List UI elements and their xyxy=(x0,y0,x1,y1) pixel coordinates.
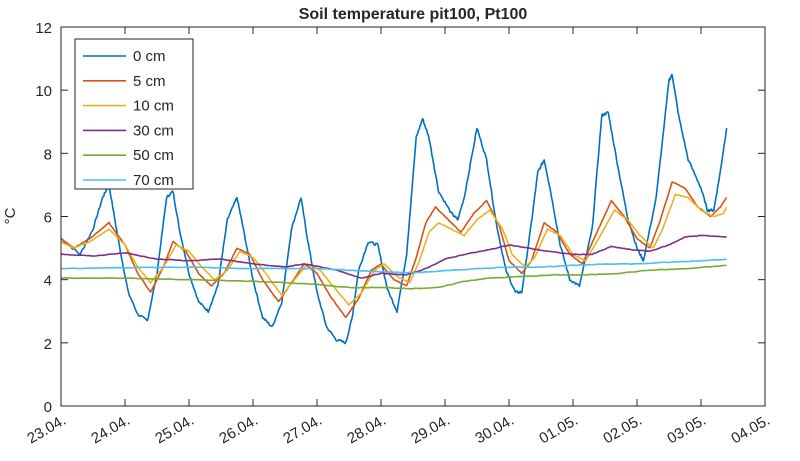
x-tick-label: 25.04. xyxy=(152,412,197,448)
y-axis: 0 2 4 6 8 10 12 xyxy=(35,20,765,416)
series-line-50-cm xyxy=(60,264,727,290)
x-tick-label: 24.04. xyxy=(88,412,133,448)
x-tick-label: 02.05. xyxy=(600,412,645,448)
chart-title: Soil temperature pit100, Pt100 xyxy=(299,6,528,23)
y-tick-label: 8 xyxy=(44,146,52,163)
series-line-5-cm xyxy=(60,181,728,319)
y-tick-label: 4 xyxy=(44,273,52,290)
series-line-30-cm xyxy=(60,234,727,279)
series-layer xyxy=(60,73,728,345)
y-tick-label: 10 xyxy=(35,83,52,100)
x-tick-label: 29.04. xyxy=(408,412,453,448)
legend: 0 cm 5 cm 10 cm 30 cm 50 cm 70 cm xyxy=(74,38,194,190)
y-tick-label: 2 xyxy=(44,336,52,353)
legend-label: 0 cm xyxy=(133,48,166,65)
x-tick-label: 04.05. xyxy=(728,412,773,448)
series-line-70-cm xyxy=(60,258,727,274)
x-tick-label: 03.05. xyxy=(664,412,709,448)
x-tick-label: 26.04. xyxy=(216,412,261,448)
legend-box xyxy=(74,38,194,190)
legend-label: 30 cm xyxy=(133,122,174,139)
x-tick-label: 23.04. xyxy=(24,412,69,448)
legend-label: 5 cm xyxy=(133,73,166,90)
series-line-0-cm xyxy=(60,73,728,345)
y-tick-label: 0 xyxy=(44,399,52,416)
x-tick-label: 28.04. xyxy=(344,412,389,448)
x-tick-label: 27.04. xyxy=(280,412,325,448)
legend-label: 70 cm xyxy=(133,172,174,189)
y-axis-label: °C xyxy=(2,207,19,224)
y-tick-label: 12 xyxy=(35,20,52,37)
x-tick-label: 30.04. xyxy=(472,412,517,448)
legend-label: 50 cm xyxy=(133,147,174,164)
x-tick-label: 01.05. xyxy=(536,412,581,448)
y-tick-label: 6 xyxy=(44,210,52,227)
legend-label: 10 cm xyxy=(133,98,174,115)
